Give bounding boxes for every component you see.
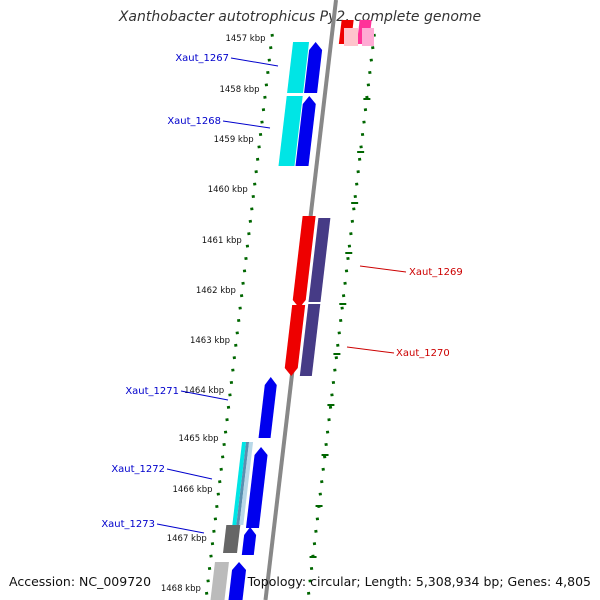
gene-label: Xaut_1267	[175, 53, 229, 64]
kbp-label: 1465 kbp	[178, 434, 218, 444]
kbp-label: 1461 kbp	[202, 236, 242, 246]
kbp-label: 1458 kbp	[219, 85, 259, 95]
gene-label: Xaut_1271	[125, 386, 179, 397]
leader-line	[346, 346, 395, 354]
gene-label: Xaut_1272	[111, 464, 165, 475]
leader-line	[156, 523, 205, 534]
kbp-label: 1460 kbp	[208, 185, 248, 195]
gene-block	[210, 562, 229, 600]
gene-block-1273	[223, 525, 241, 553]
cds-block	[228, 562, 247, 600]
cds-block-1268	[295, 96, 316, 166]
gene-block-1267	[287, 42, 310, 93]
gene-block-1272	[236, 442, 250, 525]
gene-label: Xaut_1268	[167, 116, 221, 127]
cds-block-1270	[284, 305, 306, 376]
gene-block-1269	[308, 218, 331, 302]
cds-block-1273	[241, 527, 257, 555]
cds-block-1267	[304, 42, 323, 93]
kbp-label: 1466 kbp	[172, 485, 212, 495]
kbp-label: 1459 kbp	[214, 135, 254, 145]
leader-line	[359, 265, 407, 273]
topology-summary: Topology: circular; Length: 5,308,934 bp…	[247, 574, 591, 589]
leader-line	[180, 390, 229, 401]
kbp-label: 1467 kbp	[167, 534, 207, 544]
highlight-block	[362, 28, 374, 46]
highlight-block	[344, 28, 358, 46]
cds-block-1269	[292, 216, 316, 308]
kbp-label: 1462 kbp	[196, 286, 236, 296]
accession-text: Accession: NC_009720	[9, 574, 152, 589]
map-title: Xanthobacter autotrophicus Py2, complete…	[118, 9, 482, 25]
kbp-label: 1457 kbp	[225, 34, 265, 44]
gene-label: Xaut_1270	[396, 348, 450, 359]
cds-block-1271	[258, 377, 277, 438]
gene-label: Xaut_1269	[409, 267, 463, 278]
leader-line	[166, 468, 213, 480]
kbp-label: 1468 kbp	[161, 584, 201, 594]
kbp-label: 1464 kbp	[184, 386, 224, 396]
leader-line	[230, 57, 279, 67]
gene-block-1272	[239, 442, 254, 525]
cds-block-1272	[245, 447, 268, 528]
gene-block-1270	[299, 304, 321, 376]
gene-label: Xaut_1273	[101, 519, 155, 530]
map-layer: 1457 kbp 1458 kbp 1459 kbp 1460 kbp 1461 kbp…	[101, 0, 463, 600]
leader-line	[222, 120, 271, 129]
kbp-label: 1463 kbp	[190, 336, 230, 346]
gene-block-1272	[232, 442, 247, 525]
gene-block-1268	[278, 96, 303, 166]
